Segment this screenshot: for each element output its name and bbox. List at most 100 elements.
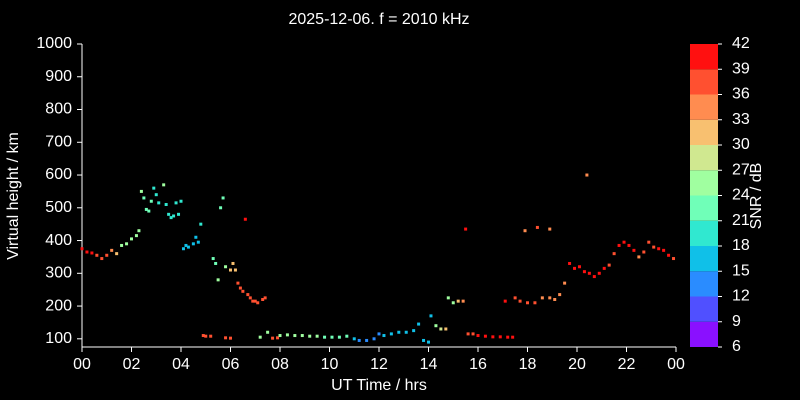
data-point (204, 334, 208, 338)
data-point (181, 247, 185, 251)
data-point (642, 250, 646, 254)
y-tick-label: 1000 (36, 35, 72, 52)
data-point (231, 261, 235, 265)
data-point (439, 327, 443, 331)
data-point (471, 332, 475, 336)
data-point (513, 296, 517, 300)
data-point (174, 201, 178, 205)
data-point (315, 334, 319, 338)
y-tick-label: 300 (45, 265, 72, 282)
data-point (137, 229, 141, 233)
data-point (149, 199, 153, 203)
x-tick-label: 10 (321, 356, 339, 373)
data-point (412, 329, 416, 333)
data-point (464, 227, 468, 231)
colorbar-tick-label: 36 (732, 86, 750, 103)
data-point (177, 212, 181, 216)
data-point (582, 270, 586, 274)
data-point (261, 298, 265, 302)
data-point (365, 338, 369, 342)
colorbar-segment (690, 69, 718, 95)
data-point (427, 340, 430, 344)
data-point (632, 248, 636, 252)
data-point (657, 247, 661, 251)
colorbar-segment (690, 145, 718, 171)
colorbar-tick-label: 12 (732, 288, 750, 305)
data-point (637, 255, 641, 259)
data-point (194, 235, 198, 239)
data-point (540, 296, 544, 300)
data-point (466, 332, 470, 336)
data-point (100, 257, 104, 261)
data-point (300, 334, 304, 338)
colorbar-tick-label: 33 (732, 111, 750, 128)
data-point (221, 196, 225, 200)
chart-title: 2025-12-06. f = 2010 kHz (288, 11, 469, 28)
data-point (585, 173, 589, 177)
colorbar-segment (690, 321, 718, 347)
data-point (154, 193, 158, 197)
data-point (278, 334, 282, 338)
x-tick-label: 00 (73, 356, 91, 373)
data-point (483, 334, 487, 338)
data-point (199, 222, 203, 226)
data-point (90, 251, 94, 255)
y-tick-label: 800 (45, 101, 72, 118)
colorbar-segment (690, 119, 718, 145)
data-point (258, 335, 262, 339)
data-point (167, 212, 171, 216)
data-point (647, 240, 651, 244)
data-point (219, 206, 223, 210)
data-point (456, 299, 460, 303)
data-point (461, 299, 465, 303)
data-point (337, 335, 341, 339)
data-point (285, 333, 289, 337)
data-point (548, 296, 552, 300)
colorbar-segment (690, 44, 718, 70)
data-point (357, 338, 361, 342)
data-point (162, 183, 166, 187)
data-point (209, 334, 213, 338)
data-point (446, 296, 450, 300)
data-point (236, 281, 240, 285)
colorbar-segment (690, 170, 718, 196)
data-point (577, 265, 581, 269)
data-point (263, 296, 267, 300)
y-axis-label: Virtual height / km (5, 132, 22, 260)
data-point (110, 248, 114, 252)
data-point (164, 203, 168, 207)
data-point (511, 335, 515, 339)
data-point (672, 257, 676, 261)
data-point (568, 261, 572, 265)
data-point (563, 281, 567, 285)
data-point (241, 289, 245, 293)
colorbar-tick-label: 6 (732, 338, 741, 355)
x-axis-label: UT Time / hrs (331, 377, 427, 394)
data-point (622, 240, 626, 244)
x-tick-label: 20 (568, 356, 586, 373)
data-point (558, 293, 562, 297)
data-point (491, 335, 495, 339)
data-point (211, 257, 215, 261)
colorbar-segment (690, 94, 718, 120)
data-point (85, 250, 89, 254)
data-point (553, 298, 557, 302)
data-point (372, 337, 376, 341)
data-point (352, 337, 356, 341)
data-point (587, 271, 591, 275)
x-tick-label: 02 (123, 356, 141, 373)
data-point (503, 299, 507, 303)
data-point (186, 245, 190, 249)
data-point (191, 242, 195, 246)
data-point (276, 336, 280, 340)
colorbar-segment (690, 296, 718, 322)
data-point (518, 299, 522, 303)
data-point (184, 243, 188, 247)
data-point (238, 286, 242, 290)
data-point (214, 261, 218, 265)
colorbar-tick-label: 18 (732, 237, 750, 254)
data-point (293, 334, 297, 338)
data-point (389, 332, 393, 336)
data-point (523, 229, 527, 233)
data-point (216, 278, 220, 282)
